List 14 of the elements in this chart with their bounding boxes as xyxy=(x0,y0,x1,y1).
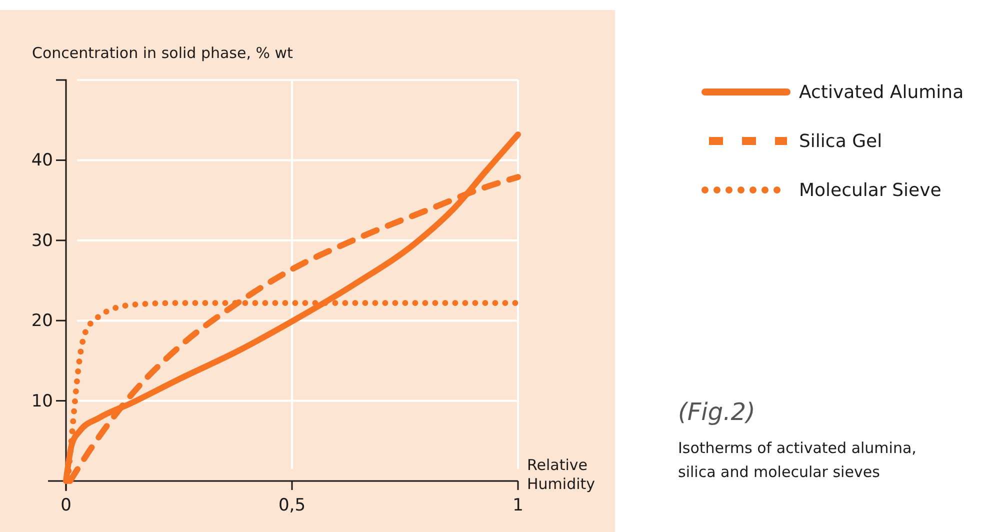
x-tick-label: 1 xyxy=(512,496,524,516)
text: Isotherms of activated alumina, silica and molecular sieves xyxy=(678,439,916,481)
x-tick-label: 0 xyxy=(60,496,72,516)
legend-label: Activated Alumina xyxy=(799,82,964,103)
y-tick-label: 20 xyxy=(31,311,53,332)
y-tick-label: 40 xyxy=(31,150,53,171)
legend-label: Molecular Sieve xyxy=(799,180,942,201)
text: (Fig.2) xyxy=(678,398,756,426)
x-tick-label: 0,5 xyxy=(278,496,306,516)
legend-label: Silica Gel xyxy=(799,131,882,152)
y-tick-label: 10 xyxy=(31,391,53,412)
y-axis-title: Concentration in solid phase, % wt xyxy=(32,44,294,62)
y-tick-label: 30 xyxy=(31,230,53,251)
x-axis-title: Relative Humidity xyxy=(527,456,596,493)
